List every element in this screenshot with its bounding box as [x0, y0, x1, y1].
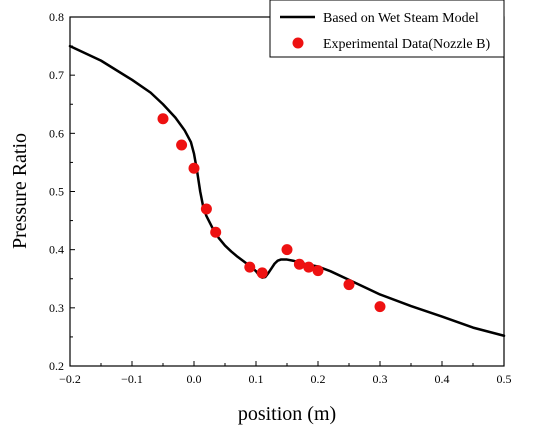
- legend-label-model: Based on Wet Steam Model: [323, 11, 479, 26]
- legend-label-experimental: Experimental Data(Nozzle B): [323, 37, 490, 52]
- y-axis-label: Pressure Ratio: [9, 133, 31, 249]
- experimental-data-point: [293, 258, 305, 270]
- experimental-data-point: [210, 226, 222, 238]
- legend-box: [269, 0, 505, 58]
- experimental-data-point: [343, 279, 355, 291]
- y-tick-label: 0.2: [49, 359, 64, 373]
- y-tick-label: 0.6: [49, 126, 64, 140]
- legend: Based on Wet Steam Model Experimental Da…: [269, 0, 505, 58]
- y-tick-label: 0.4: [49, 243, 64, 257]
- axis-ticks: −0.2 −0.1 0.0 0.1 0.2 0.3 0.4 0.5 0.2 0.3 0.4 0.5 0.…: [49, 10, 512, 386]
- x-tick-label: −0.1: [121, 372, 143, 386]
- experimental-data-point: [312, 265, 324, 277]
- y-tick-label: 0.5: [49, 185, 64, 199]
- experimental-data-point: [281, 244, 293, 256]
- experimental-data-point: [244, 261, 256, 273]
- x-tick-label: 0.3: [373, 372, 388, 386]
- y-tick-label: 0.8: [49, 10, 64, 24]
- experimental-data-point: [157, 113, 169, 125]
- x-tick-label: 0.5: [497, 372, 512, 386]
- experimental-data-point: [303, 261, 315, 273]
- experimental-data-point: [374, 301, 386, 313]
- experimental-data-point: [200, 203, 212, 215]
- y-tick-label: 0.3: [49, 301, 64, 315]
- series-layer: [68, 44, 506, 338]
- x-tick-label: 0.1: [249, 372, 264, 386]
- experimental-data-point: [256, 267, 268, 279]
- x-tick-label: 0.2: [311, 372, 326, 386]
- y-tick-label: 0.7: [49, 68, 64, 82]
- experimental-data-point: [188, 162, 200, 174]
- x-tick-label: 0.4: [435, 372, 450, 386]
- experimental-data-point: [176, 139, 188, 151]
- x-tick-label: −0.2: [59, 372, 81, 386]
- legend-marker-swatch: [292, 37, 304, 49]
- x-axis-label: position (m): [238, 403, 336, 425]
- x-tick-label: 0.0: [187, 372, 202, 386]
- plot-area: [69, 16, 505, 367]
